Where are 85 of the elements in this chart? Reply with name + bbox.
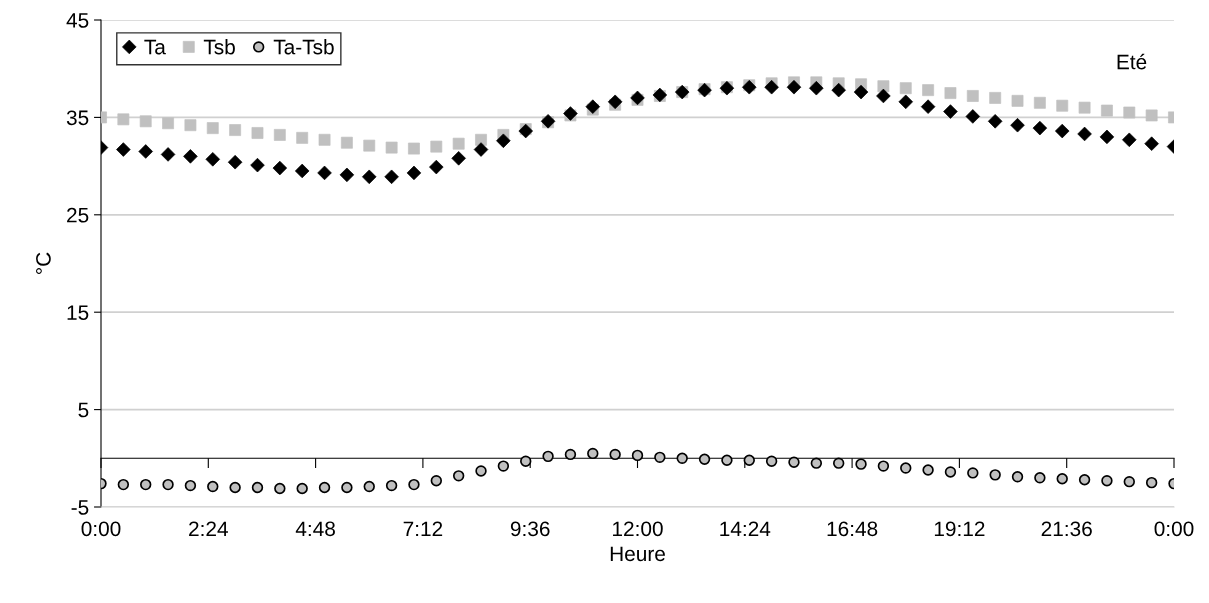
- point: [497, 460, 510, 472]
- annotation: Eté: [1117, 53, 1147, 70]
- x-tick-label: 12:00: [613, 521, 663, 537]
- point: [765, 455, 778, 467]
- point: [138, 144, 153, 159]
- point: [944, 87, 957, 99]
- point: [1034, 472, 1046, 484]
- point: [721, 454, 733, 466]
- point: [922, 464, 934, 476]
- point: [900, 462, 912, 474]
- point: [788, 456, 800, 468]
- point: [429, 159, 444, 175]
- point: [184, 479, 197, 492]
- y-axis-title: °C: [36, 252, 51, 274]
- x-tick-label: 16:48: [827, 521, 878, 537]
- point: [698, 453, 711, 465]
- point: [676, 452, 688, 464]
- x-tick-label: 9:36: [510, 521, 550, 537]
- point: [520, 455, 532, 467]
- point: [1077, 126, 1092, 142]
- point: [654, 451, 666, 464]
- x-tick-label: 0:00: [81, 521, 121, 537]
- y-tick-label: 15: [67, 305, 89, 320]
- point: [1011, 471, 1024, 483]
- point: [1056, 473, 1068, 485]
- x-tick-label: 4:48: [295, 521, 335, 537]
- point: [1145, 476, 1158, 489]
- point: [384, 169, 399, 185]
- point: [810, 457, 823, 469]
- point: [207, 480, 219, 493]
- x-tick-label: 14:24: [720, 521, 771, 536]
- point: [967, 467, 979, 479]
- x-tick-label: 21:36: [1041, 521, 1092, 537]
- point: [229, 481, 241, 494]
- point: [1078, 474, 1091, 486]
- point: [475, 465, 487, 477]
- y-tick-label: -5: [71, 500, 89, 515]
- point: [408, 478, 420, 491]
- y-tick-label: 5: [78, 402, 89, 418]
- point: [1123, 475, 1135, 488]
- point: [564, 448, 577, 461]
- point: [832, 457, 845, 469]
- point: [1101, 475, 1113, 487]
- y-tick-label: 25: [67, 207, 89, 223]
- point: [989, 469, 1001, 481]
- point: [876, 88, 891, 104]
- x-axis-title: Heure: [610, 546, 665, 562]
- point: [743, 454, 755, 466]
- point: [609, 448, 621, 461]
- point: [786, 79, 802, 95]
- point: [542, 450, 554, 463]
- x-tick-label: 19:12: [934, 521, 985, 537]
- point: [251, 481, 264, 494]
- point: [430, 475, 443, 487]
- point: [160, 147, 176, 162]
- point: [452, 470, 465, 482]
- point: [162, 478, 174, 491]
- x-tick-label: 2:24: [189, 521, 228, 536]
- point: [408, 142, 420, 155]
- point: [587, 447, 599, 460]
- point: [855, 458, 867, 470]
- legend-label: Ta: [144, 39, 166, 55]
- y-tick-label: 35: [66, 110, 89, 126]
- point: [296, 482, 308, 495]
- point: [877, 460, 890, 472]
- point: [831, 82, 846, 98]
- point: [294, 163, 310, 179]
- point: [631, 449, 644, 462]
- point: [965, 109, 981, 124]
- legend-label: Tsb: [203, 39, 235, 55]
- point: [318, 481, 331, 494]
- point: [140, 478, 152, 491]
- x-tick-label: 7:12: [403, 521, 443, 536]
- point: [363, 480, 375, 493]
- point: [944, 466, 957, 478]
- legend-label: Ta-Tsb: [273, 39, 334, 55]
- point: [317, 165, 332, 181]
- point: [341, 481, 353, 494]
- point: [274, 482, 286, 495]
- y-tick-label: 45: [66, 13, 89, 28]
- point: [117, 478, 130, 491]
- point: [385, 479, 398, 492]
- point: [496, 133, 511, 148]
- point: [920, 99, 936, 114]
- x-tick-label: 0:00: [1154, 521, 1194, 537]
